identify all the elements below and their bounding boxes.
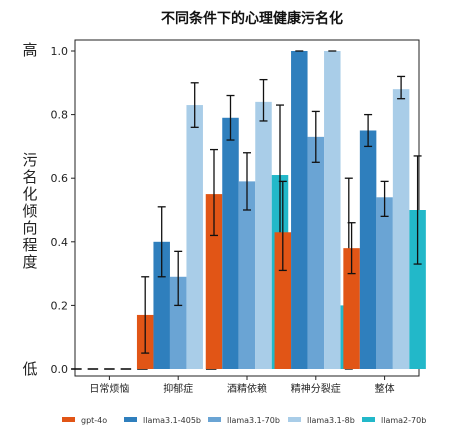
legend-item: gpt-4o [62,416,107,425]
bar [392,89,410,369]
y-axis-label-char: 向 [22,219,37,237]
bar [376,197,393,369]
error-bar [413,155,422,265]
legend-label: llama3.1-8b [307,416,355,425]
bar [343,248,360,369]
y-tick-label: 0.8 [51,109,69,122]
legend-item: llama3.1-8b [288,416,355,425]
bar [409,210,426,369]
bar [153,241,170,369]
error-bar [311,110,320,163]
legend-label: llama2-70b [381,416,426,425]
error-bar [364,113,373,148]
legend: gpt-4o llama3.1-405b llama3.1-70b llama3.1-… [62,416,426,425]
error-bar [243,152,251,211]
error-bar [397,75,406,100]
bar [307,136,325,369]
error-bar [157,206,166,278]
y-tick-label: 0.2 [51,299,69,312]
y-axis-label-char: 名 [22,168,37,186]
y-tick-label: 0.4 [51,236,69,249]
x-tick-label: 整体 [375,382,395,395]
error-bar [141,276,150,354]
error-bar [380,180,389,218]
legend-swatch [124,417,137,422]
error-bar [210,148,218,237]
y-axis-high-label: 高 [22,41,37,59]
bar [359,130,377,369]
legend-item: llama2-70b [362,416,426,425]
x-tick-label: 精神分裂症 [291,382,341,395]
x-tick-label: 抑郁症 [163,382,193,395]
legend-item: llama3.1-70b [208,416,280,425]
legend-swatch [208,417,221,422]
legend-swatch [288,417,301,422]
x-tick-label: 日常烦恼 [89,382,129,395]
x-tick-label: 酒精依赖 [227,382,267,395]
bar [205,194,223,369]
plot-area: 0.0 0.2 0.4 0.6 0.8 1.0 日常烦恼 抑郁症 酒精依赖 精神分裂症 整体 [51,39,426,395]
bar [324,51,341,369]
bar [169,276,187,369]
bar [291,51,308,369]
y-axis-label-char: 倾 [22,202,37,220]
error-bar [278,180,287,272]
chart-title: 不同条件下的心理健康污名化 [161,10,343,27]
legend-label: gpt-4o [81,416,107,425]
bar [222,117,239,369]
bar [255,101,272,369]
legend-label: llama3.1-70b [227,416,280,425]
y-tick-label: 0.6 [51,172,69,185]
y-axis-label-char: 程 [22,236,37,254]
error-bar [226,94,235,141]
legend-item: llama3.1-405b [124,416,201,425]
error-bar [259,78,268,122]
y-axis-label-char: 污 [22,151,37,169]
legend-label: llama3.1-405b [143,416,201,425]
error-bar [347,222,356,275]
bar [238,181,256,369]
y-axis-label-char: 度 [22,253,37,271]
y-axis-low-label: 低 [22,360,37,378]
legend-swatch [62,417,75,422]
error-bar [190,82,199,128]
legend-swatch [362,417,375,422]
bar [274,232,292,369]
y-tick-label: 1.0 [51,45,69,58]
bar [186,105,203,369]
y-tick-label: 0.0 [51,363,69,376]
error-bar [174,250,183,307]
y-axis-label-char: 化 [22,185,37,203]
